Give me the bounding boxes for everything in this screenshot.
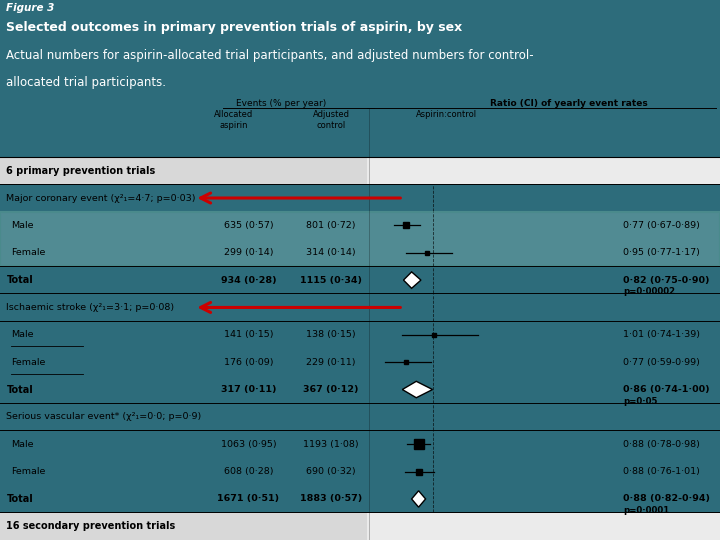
Text: 801 (0·72): 801 (0·72): [307, 221, 356, 230]
Text: Serious vascular event* (χ²₁=0·0; p=0·9): Serious vascular event* (χ²₁=0·0; p=0·9): [6, 413, 202, 421]
Text: 0·86 (0·74-1·00): 0·86 (0·74-1·00): [623, 385, 709, 394]
Polygon shape: [412, 491, 426, 507]
Text: 0·82 (0·75-0·90): 0·82 (0·75-0·90): [623, 275, 709, 285]
Text: Female: Female: [11, 248, 45, 257]
Text: Female: Female: [11, 357, 45, 367]
Text: 1115 (0·34): 1115 (0·34): [300, 275, 362, 285]
Text: 138 (0·15): 138 (0·15): [307, 330, 356, 339]
Text: 0·88 (0·78-0·98): 0·88 (0·78-0·98): [623, 440, 700, 449]
Text: 608 (0·28): 608 (0·28): [224, 467, 273, 476]
Text: Adjusted
control: Adjusted control: [312, 111, 350, 130]
FancyBboxPatch shape: [0, 157, 367, 184]
Text: Total: Total: [6, 494, 33, 504]
Text: Ratio (CI) of yearly event rates: Ratio (CI) of yearly event rates: [490, 99, 648, 109]
Text: p=0·05: p=0·05: [623, 396, 657, 406]
Text: Ischaemic stroke (χ²₁=3·1; p=0·08): Ischaemic stroke (χ²₁=3·1; p=0·08): [6, 303, 175, 312]
Text: Events (% per year): Events (% per year): [235, 99, 326, 109]
Text: 0·88 (0·82-0·94): 0·88 (0·82-0·94): [623, 495, 710, 503]
Text: 176 (0·09): 176 (0·09): [224, 357, 273, 367]
Text: 367 (0·12): 367 (0·12): [303, 385, 359, 394]
Text: 1193 (1·08): 1193 (1·08): [303, 440, 359, 449]
Text: 0·77 (0·59-0·99): 0·77 (0·59-0·99): [623, 357, 700, 367]
FancyBboxPatch shape: [0, 513, 367, 539]
Text: Male: Male: [11, 221, 33, 230]
Text: 690 (0·32): 690 (0·32): [307, 467, 356, 476]
Text: 299 (0·14): 299 (0·14): [224, 248, 273, 257]
FancyBboxPatch shape: [367, 513, 720, 539]
Text: Figure 3: Figure 3: [6, 3, 54, 13]
Text: Male: Male: [11, 330, 33, 339]
Text: 0·95 (0·77-1·17): 0·95 (0·77-1·17): [623, 248, 700, 257]
Text: 1671 (0·51): 1671 (0·51): [217, 495, 279, 503]
Text: 635 (0·57): 635 (0·57): [224, 221, 273, 230]
Text: Male: Male: [11, 440, 33, 449]
Polygon shape: [403, 272, 421, 288]
Text: 1·01 (0·74-1·39): 1·01 (0·74-1·39): [623, 330, 700, 339]
Text: 0·77 (0·67-0·89): 0·77 (0·67-0·89): [623, 221, 700, 230]
Text: 141 (0·15): 141 (0·15): [224, 330, 273, 339]
FancyBboxPatch shape: [0, 239, 720, 266]
Text: Allocated
aspirin: Allocated aspirin: [215, 111, 253, 130]
Text: 934 (0·28): 934 (0·28): [220, 275, 276, 285]
FancyBboxPatch shape: [367, 157, 720, 184]
Text: Total: Total: [6, 384, 33, 395]
Text: p=0·00002: p=0·00002: [623, 287, 675, 296]
Text: 317 (0·11): 317 (0·11): [220, 385, 276, 394]
Text: p=0·0001: p=0·0001: [623, 506, 669, 515]
Text: 229 (0·11): 229 (0·11): [307, 357, 356, 367]
Text: Female: Female: [11, 467, 45, 476]
Text: 1883 (0·57): 1883 (0·57): [300, 495, 362, 503]
Text: 16 secondary prevention trials: 16 secondary prevention trials: [6, 521, 176, 531]
Text: Total: Total: [6, 275, 33, 285]
Text: 314 (0·14): 314 (0·14): [307, 248, 356, 257]
Polygon shape: [402, 381, 433, 398]
Text: 1063 (0·95): 1063 (0·95): [220, 440, 276, 449]
Text: Actual numbers for aspirin-allocated trial participants, and adjusted numbers fo: Actual numbers for aspirin-allocated tri…: [6, 49, 534, 62]
Text: Major coronary event (χ²₁=4·7; p=0·03): Major coronary event (χ²₁=4·7; p=0·03): [6, 193, 196, 202]
Text: 0·88 (0·76-1·01): 0·88 (0·76-1·01): [623, 467, 700, 476]
Text: Aspirin:control: Aspirin:control: [416, 111, 477, 119]
FancyBboxPatch shape: [0, 212, 720, 239]
Text: allocated trial participants.: allocated trial participants.: [6, 76, 166, 89]
Text: 6 primary prevention trials: 6 primary prevention trials: [6, 166, 156, 176]
Text: Selected outcomes in primary prevention trials of aspirin, by sex: Selected outcomes in primary prevention …: [6, 22, 462, 35]
